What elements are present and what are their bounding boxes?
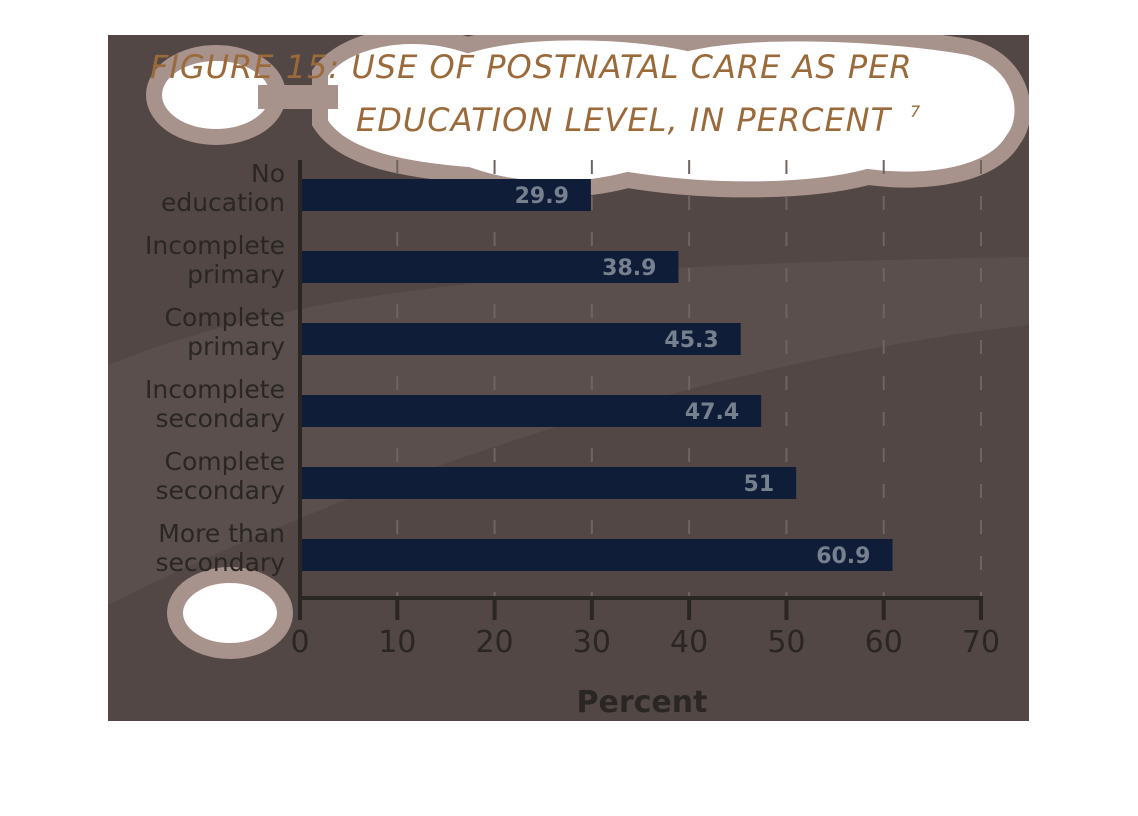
- category-label: More than secondary: [155, 519, 285, 577]
- bar: [300, 395, 762, 427]
- bars: 29.9 38.9 45.3 47.4 51 60.9: [300, 179, 893, 571]
- bar-chart: FIGURE 15: USE OF POSTNATAL CARE AS PER …: [108, 35, 1029, 721]
- bar-value-label: 29.9: [515, 184, 569, 209]
- chart-figure: FIGURE 15: USE OF POSTNATAL CARE AS PER …: [108, 35, 1029, 721]
- chart-title-line-1: FIGURE 15: USE OF POSTNATAL CARE AS PER: [150, 48, 913, 86]
- category-label: Incomplete secondary: [145, 375, 285, 433]
- x-axis: 0 10 20 30 40 50 60 70: [290, 160, 1000, 660]
- x-tick-label: 40: [670, 625, 708, 660]
- bar-value-label: 47.4: [685, 400, 739, 425]
- grid: [396, 160, 982, 598]
- bar: [300, 323, 741, 355]
- category-label: No education: [161, 159, 285, 217]
- x-tick-label: 20: [475, 625, 513, 660]
- bar-value-label: 51: [744, 472, 775, 497]
- category-label: Complete secondary: [155, 447, 285, 505]
- title-cloud-decoration: [146, 35, 1029, 659]
- bar: [300, 467, 797, 499]
- category-label: Incomplete primary: [145, 231, 285, 289]
- x-tick-label: 10: [378, 625, 416, 660]
- x-axis-title: Percent: [577, 685, 708, 720]
- x-tick-label: 70: [962, 625, 1000, 660]
- bar: [300, 539, 893, 571]
- chart-title-footnote: 7: [910, 102, 921, 121]
- x-tick-label: 30: [573, 625, 611, 660]
- category-labels: No education Incomplete primary Complete prim…: [145, 159, 285, 577]
- x-tick-label: 60: [865, 625, 903, 660]
- chart-title-line-2: EDUCATION LEVEL, IN PERCENT: [356, 101, 893, 139]
- x-tick-label: 0: [290, 625, 309, 660]
- bar: [300, 251, 679, 283]
- category-label: Complete primary: [165, 303, 286, 361]
- x-tick-label: 50: [767, 625, 805, 660]
- bar: [300, 179, 591, 211]
- bar-value-label: 38.9: [602, 256, 656, 281]
- bar-value-label: 45.3: [664, 328, 718, 353]
- bar-value-label: 60.9: [816, 544, 870, 569]
